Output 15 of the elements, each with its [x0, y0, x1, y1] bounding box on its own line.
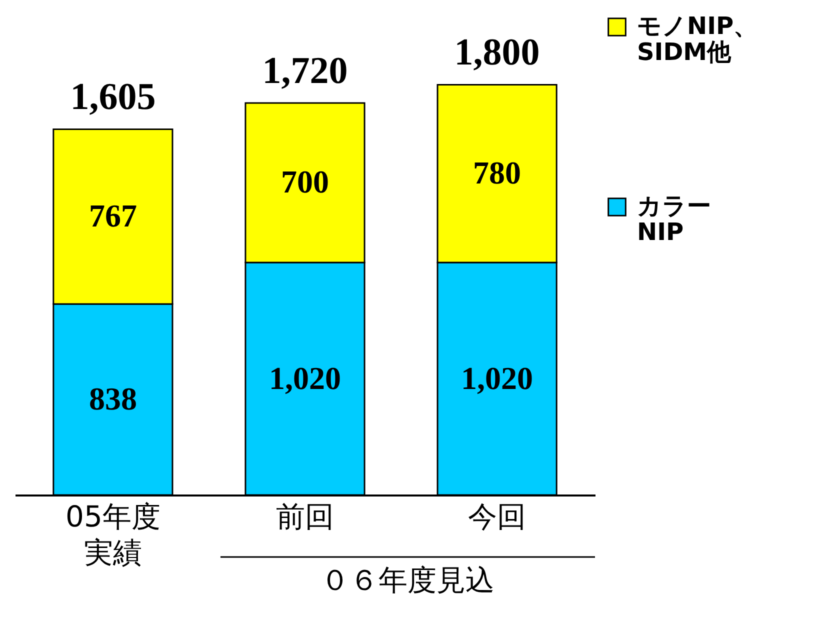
total-label: 1,720	[262, 50, 348, 92]
data-label: 767	[88, 198, 137, 234]
data-label: 838	[88, 380, 137, 416]
legend-label: カラーNIP	[637, 192, 711, 246]
data-label: 700	[281, 164, 329, 200]
x-tick-label: 05年度実績	[65, 500, 160, 570]
data-label: 1,020	[461, 360, 534, 396]
text: ０６年度見込	[320, 563, 495, 597]
legend-label: モノNIP、SIDM他	[637, 12, 758, 66]
x-tick-label: 今回	[468, 500, 526, 534]
x-tick-label: 前回	[276, 500, 334, 534]
total-label: 1,800	[454, 32, 540, 74]
data-label: 780	[473, 154, 522, 191]
data-label: 1,020	[269, 360, 341, 396]
total-label: 1,605	[70, 76, 156, 118]
